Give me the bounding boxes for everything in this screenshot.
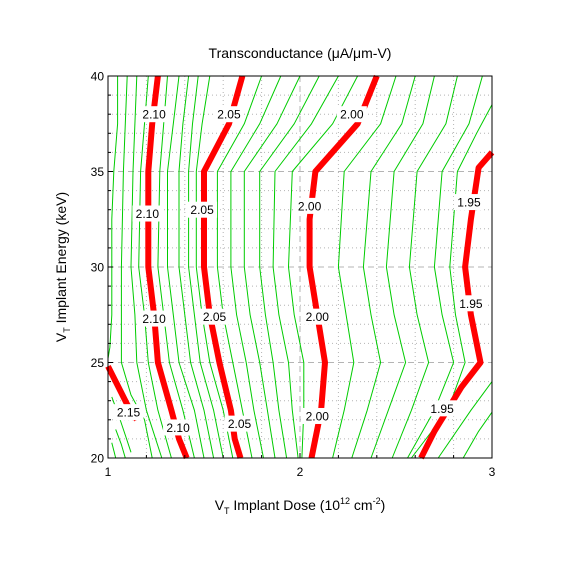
contour-label: 2.15 <box>117 406 141 420</box>
contour-label: 2.10 <box>136 207 160 221</box>
contour-label-bg <box>453 194 484 211</box>
contour-label-bg <box>132 205 163 222</box>
contour-label-bg <box>302 308 333 325</box>
y-axis-label-prefix: V <box>53 332 69 342</box>
contour-label-bg <box>213 106 244 123</box>
minor-contour-line <box>138 75 172 459</box>
x-axis-label-text: Implant Dose (10 <box>230 497 341 513</box>
contour-label-bg <box>187 201 218 218</box>
y-tick-label: 30 <box>91 261 105 275</box>
y-tick-label: 20 <box>91 452 105 466</box>
minor-contour-line <box>437 381 493 459</box>
x-axis-ticks: 1 2 3 <box>105 453 496 479</box>
major-contour-line-2.00 <box>306 74 380 459</box>
contour-label-bg <box>139 106 170 123</box>
y-axis-label-subscript: T <box>62 327 72 333</box>
x-axis-label-suffix: ) <box>381 497 386 513</box>
x-tick-label: 3 <box>489 465 496 479</box>
contour-label-bg <box>139 310 170 327</box>
x-tick-label: 2 <box>297 465 304 479</box>
minor-contour-line <box>107 76 119 359</box>
x-axis-label-prefix: V <box>215 497 225 513</box>
y-tick-label: 35 <box>91 165 105 179</box>
contour-label-bg <box>302 407 333 424</box>
y-axis-ticks: 20 25 30 35 40 <box>91 70 113 466</box>
minor-contour-line <box>243 75 301 459</box>
contour-label-bg <box>427 400 458 417</box>
contour-label: 1.95 <box>457 196 481 210</box>
contour-label-bg <box>163 419 194 436</box>
x-axis-label-superscript-2: -2 <box>373 496 381 506</box>
contour-label: 1.95 <box>430 402 454 416</box>
chart-title: Transconductance (μA/μm-V) <box>209 45 392 61</box>
contour-label: 2.10 <box>142 312 166 326</box>
contour-label: 2.05 <box>190 203 214 217</box>
minor-contour-line <box>391 75 458 459</box>
y-tick-label: 40 <box>91 70 105 84</box>
minor-contour-line <box>259 75 320 459</box>
minor-contour-line <box>370 75 435 459</box>
y-axis-label: VT Implant Energy (keV) <box>53 192 72 342</box>
minor-contour-line <box>462 411 493 459</box>
contour-label: 2.00 <box>340 108 364 122</box>
contour-label: 2.10 <box>166 421 190 435</box>
contour-label-bg <box>199 308 230 325</box>
minor-contour-line <box>111 442 117 459</box>
minor-contour-line <box>157 75 195 459</box>
contour-label: 2.05 <box>228 417 252 431</box>
minor-contour-line <box>130 75 163 459</box>
minor-contour-line <box>115 429 126 459</box>
x-tick-label: 1 <box>105 465 112 479</box>
contour-label-bg <box>294 197 325 214</box>
minor-contour-line <box>167 75 205 459</box>
contour-label: 2.05 <box>203 310 227 324</box>
minor-contour-line <box>230 75 282 459</box>
x-axis-label: VT Implant Dose (1012 cm-2) <box>215 496 386 516</box>
y-axis-label-text: Implant Energy (keV) <box>53 192 69 327</box>
contour-label: 1.95 <box>459 297 483 311</box>
x-axis-label-superscript: 12 <box>340 496 350 506</box>
x-axis-label-subscript: T <box>224 506 230 516</box>
minor-contour-line <box>178 75 215 459</box>
minor-contour-line <box>351 75 416 459</box>
minor-contour-line <box>188 75 224 459</box>
contour-label: 2.10 <box>142 108 166 122</box>
contour-labels: 2.15 2.10 2.10 2.10 2.10 2.05 2.05 2.05 2.05 2.00… <box>113 106 486 436</box>
minor-contour-line <box>288 75 359 459</box>
contour-label-bg <box>113 404 144 421</box>
contour-label-bg <box>224 415 255 432</box>
y-tick-label: 25 <box>91 356 105 370</box>
contour-label-bg <box>455 295 486 312</box>
contour-label: 2.00 <box>306 310 330 324</box>
contour-label: 2.00 <box>298 199 322 213</box>
x-axis-label-unit: cm <box>350 497 373 513</box>
contour-label-bg <box>336 106 367 123</box>
contour-label: 2.05 <box>217 108 241 122</box>
major-contour-line-1.95 <box>418 150 495 460</box>
minor-contour-line <box>272 75 339 459</box>
contour-label: 2.00 <box>306 409 330 423</box>
minor-contour-line <box>195 75 234 459</box>
minor-contour-line <box>332 75 397 459</box>
minor-contour-line <box>216 75 263 459</box>
